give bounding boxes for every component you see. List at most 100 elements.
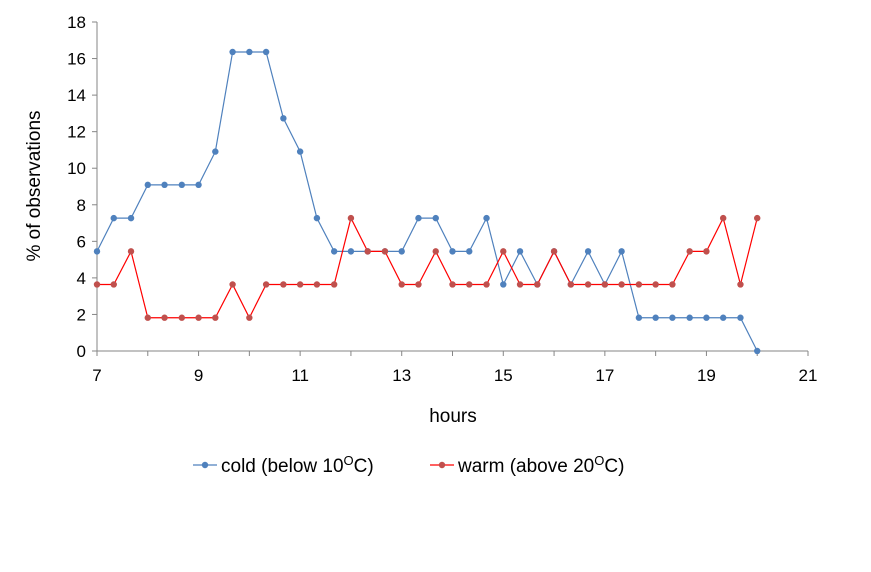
data-point-warm (330, 281, 338, 288)
data-point-warm (686, 248, 693, 255)
data-point-cold (737, 314, 744, 321)
data-point-cold (330, 248, 338, 255)
data-point-warm (703, 248, 710, 255)
data-point-cold (398, 248, 405, 255)
data-point-warm (719, 214, 727, 222)
data-point-cold (635, 314, 643, 321)
data-point-warm (364, 248, 371, 255)
y-tick-label: 0 (77, 342, 86, 361)
x-axis-label: hours (429, 406, 477, 427)
data-point-cold (618, 248, 625, 255)
data-point-cold (432, 214, 439, 222)
data-point-warm (178, 314, 186, 321)
data-point-warm (93, 281, 101, 288)
series-group (93, 48, 761, 355)
data-point-warm (212, 314, 219, 321)
y-tick-label: 14 (67, 86, 86, 105)
axes: 0 2 4 6 8 10 12 14 16 18 7 9 11 13 15 17 19 21 (67, 13, 817, 385)
data-point-cold (516, 248, 524, 255)
x-tick-label: 21 (799, 366, 818, 385)
series-line-warm (97, 216, 758, 320)
y-tick-label: 16 (67, 50, 86, 69)
y-tick-label: 8 (77, 196, 86, 215)
y-tick-label: 6 (77, 232, 86, 251)
data-point-warm (550, 248, 558, 255)
data-point-cold (449, 248, 456, 255)
data-point-warm (280, 281, 287, 288)
data-point-cold (93, 248, 101, 255)
data-point-warm (737, 281, 744, 288)
data-point-warm (415, 281, 422, 288)
data-point-cold (500, 281, 507, 288)
y-tick-label: 4 (77, 269, 86, 288)
data-point-cold (296, 148, 304, 155)
data-point-cold (466, 248, 473, 255)
data-point-cold (347, 248, 355, 255)
data-point-warm (381, 248, 389, 255)
data-point-cold (280, 115, 287, 122)
data-point-warm (246, 314, 253, 321)
data-point-warm (754, 214, 761, 222)
data-point-warm (262, 281, 270, 288)
data-point-warm (449, 281, 456, 288)
data-point-warm (601, 281, 609, 288)
data-point-warm (432, 248, 439, 255)
data-point-warm (296, 281, 304, 288)
data-point-warm (110, 281, 117, 288)
data-point-warm (500, 248, 507, 255)
data-point-cold (584, 248, 592, 255)
legend: cold (below 10OC) warm (above 20OC) (193, 453, 624, 477)
y-tick-label: 12 (67, 123, 86, 142)
data-point-warm (618, 281, 625, 288)
y-tick-label: 10 (67, 159, 86, 178)
data-point-cold (262, 48, 270, 56)
data-point-cold (212, 148, 219, 155)
legend-label-warm: warm (above 20OC) (457, 453, 624, 477)
data-point-warm (127, 248, 135, 255)
legend-marker (201, 461, 209, 469)
data-point-warm (466, 281, 473, 288)
data-point-warm (347, 214, 355, 222)
data-point-cold (178, 181, 186, 189)
data-point-cold (127, 214, 135, 222)
data-point-cold (313, 214, 321, 222)
data-point-warm (313, 281, 321, 288)
y-axis-label: % of observations (24, 110, 45, 261)
data-point-warm (195, 314, 202, 321)
data-point-warm (534, 281, 541, 288)
data-point-cold (144, 181, 151, 189)
data-point-warm (229, 281, 236, 288)
data-point-warm (669, 281, 676, 288)
data-point-cold (703, 314, 710, 321)
y-tick-label: 2 (77, 305, 86, 324)
data-point-cold (195, 181, 202, 189)
x-tick-label: 7 (92, 366, 101, 385)
data-point-warm (584, 281, 592, 288)
data-point-cold (669, 314, 676, 321)
data-point-warm (398, 281, 405, 288)
data-point-cold (652, 314, 659, 321)
x-tick-label: 9 (194, 366, 203, 385)
data-point-cold (686, 314, 693, 321)
data-point-cold (161, 181, 168, 189)
data-point-cold (754, 347, 761, 355)
x-tick-label: 11 (291, 366, 309, 385)
legend-marker (438, 461, 446, 469)
x-tick-label: 15 (494, 366, 513, 385)
data-point-warm (161, 314, 168, 321)
series-line-cold (96, 51, 758, 352)
y-tick-label: 18 (67, 13, 86, 32)
data-point-warm (144, 314, 151, 321)
data-point-warm (483, 281, 490, 288)
data-point-cold (719, 314, 727, 321)
data-point-cold (110, 214, 117, 222)
data-point-cold (483, 214, 490, 222)
data-point-cold (246, 48, 253, 56)
data-point-warm (635, 281, 643, 288)
x-tick-label: 17 (595, 366, 614, 385)
data-point-warm (652, 281, 659, 288)
data-point-warm (516, 281, 524, 288)
x-tick-label: 13 (392, 366, 411, 385)
data-point-cold (415, 214, 422, 222)
